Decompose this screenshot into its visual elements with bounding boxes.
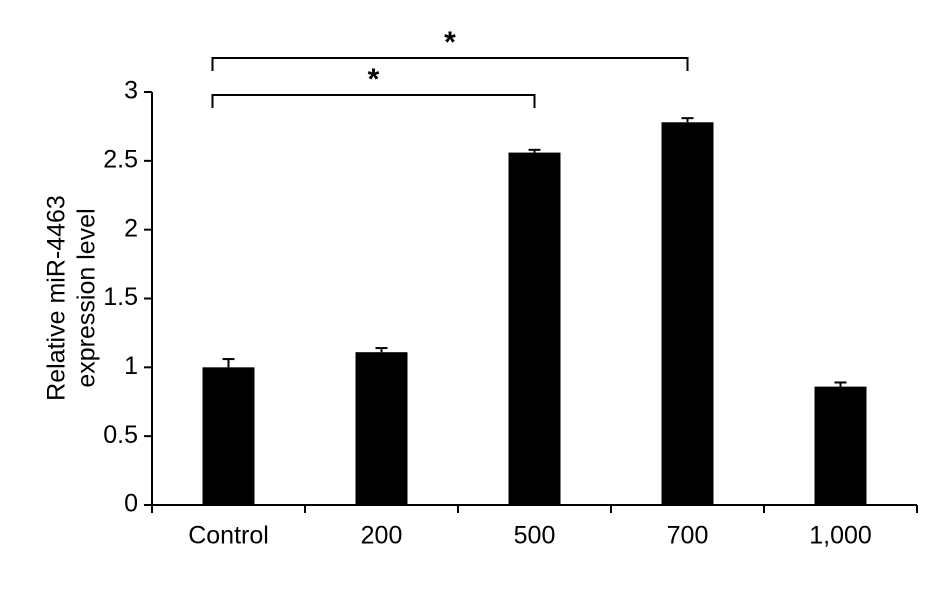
- bar: [355, 352, 408, 505]
- y-tick-label: 0.5: [103, 421, 138, 449]
- bar: [814, 386, 867, 505]
- x-tick-label: 200: [361, 522, 403, 550]
- x-tick-label: 500: [514, 522, 556, 550]
- y-tick-label: 0: [124, 490, 138, 518]
- bar: [202, 367, 255, 505]
- y-tick-label: 1.5: [103, 283, 138, 311]
- y-axis-label: expression level: [73, 208, 101, 387]
- significance-bracket: [211, 57, 689, 71]
- y-tick-label: 2: [124, 214, 138, 242]
- x-tick-label: Control: [188, 522, 269, 550]
- significance-label: *: [368, 63, 380, 96]
- bar: [661, 122, 714, 505]
- x-tick-label: 700: [667, 522, 709, 550]
- bar: [508, 152, 561, 505]
- y-tick-label: 2.5: [103, 145, 138, 173]
- x-tick-label: 1,000: [809, 522, 872, 550]
- y-axis-label: Relative miR-4463: [43, 195, 71, 401]
- significance-bracket: [211, 94, 536, 108]
- y-tick-label: 1: [124, 352, 138, 380]
- significance-label: *: [444, 26, 456, 59]
- y-tick-label: 3: [124, 77, 138, 105]
